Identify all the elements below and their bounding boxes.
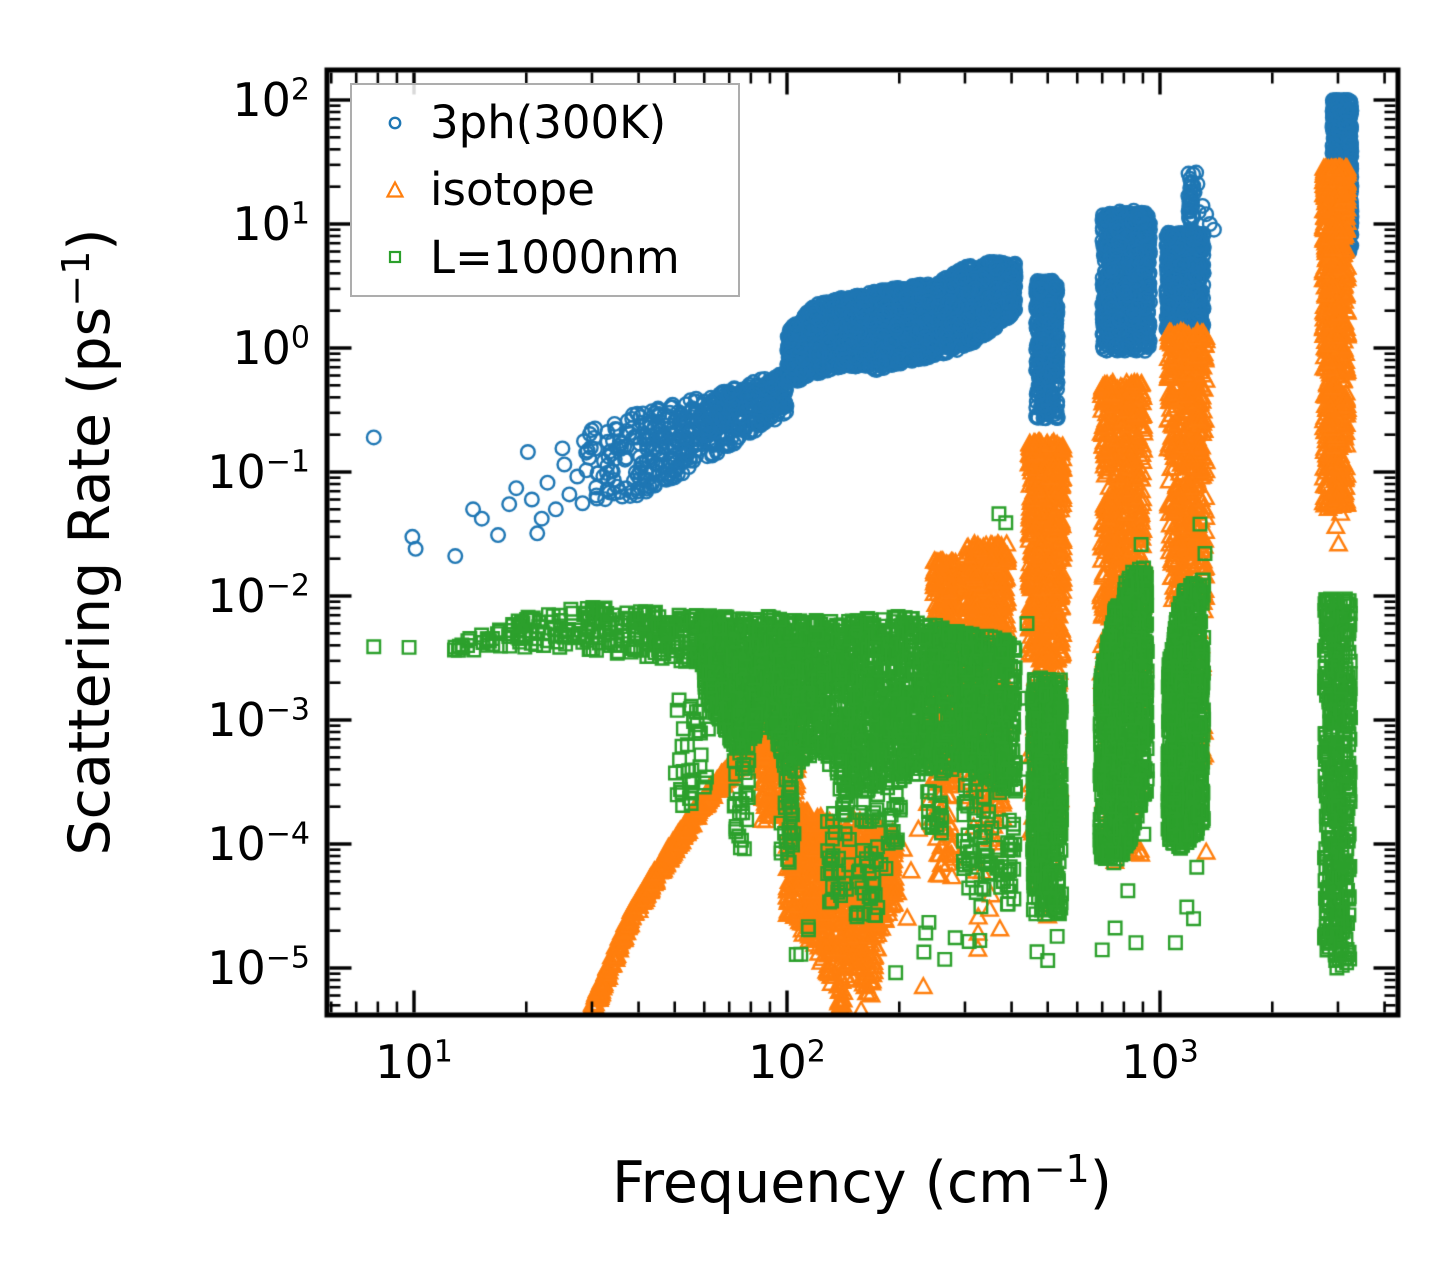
x-axis-label: Frequency (cm−1) — [612, 1147, 1112, 1216]
legend-item-L1000nm: L=1000nm — [352, 235, 738, 280]
x-tick-label: 101 — [375, 1034, 453, 1089]
legend-item-isotope: isotope — [352, 167, 738, 212]
y-tick-label: 10−4 — [207, 816, 310, 871]
legend-label: isotope — [430, 163, 595, 217]
y-tick-label: 101 — [232, 196, 310, 251]
legend: 3ph(300K) isotope L=1000nm — [350, 83, 740, 297]
triangle-marker-icon — [385, 180, 405, 198]
y-tick-label: 10−1 — [207, 444, 310, 499]
legend-item-3ph: 3ph(300K) — [352, 100, 738, 145]
x-tick-label: 102 — [748, 1034, 826, 1089]
y-tick-label: 102 — [232, 72, 310, 127]
y-tick-label: 10−2 — [207, 568, 310, 623]
x-tick-label: 103 — [1121, 1034, 1199, 1089]
y-tick-label: 10−3 — [207, 692, 310, 747]
y-tick-label: 100 — [232, 320, 310, 375]
legend-label: L=1000nm — [430, 230, 680, 284]
y-axis-label: Scattering Rate (ps−1) — [54, 228, 123, 856]
circle-marker-icon — [388, 116, 402, 130]
legend-label: 3ph(300K) — [430, 96, 667, 150]
y-tick-label: 10−5 — [207, 940, 310, 995]
square-marker-icon — [388, 251, 402, 264]
